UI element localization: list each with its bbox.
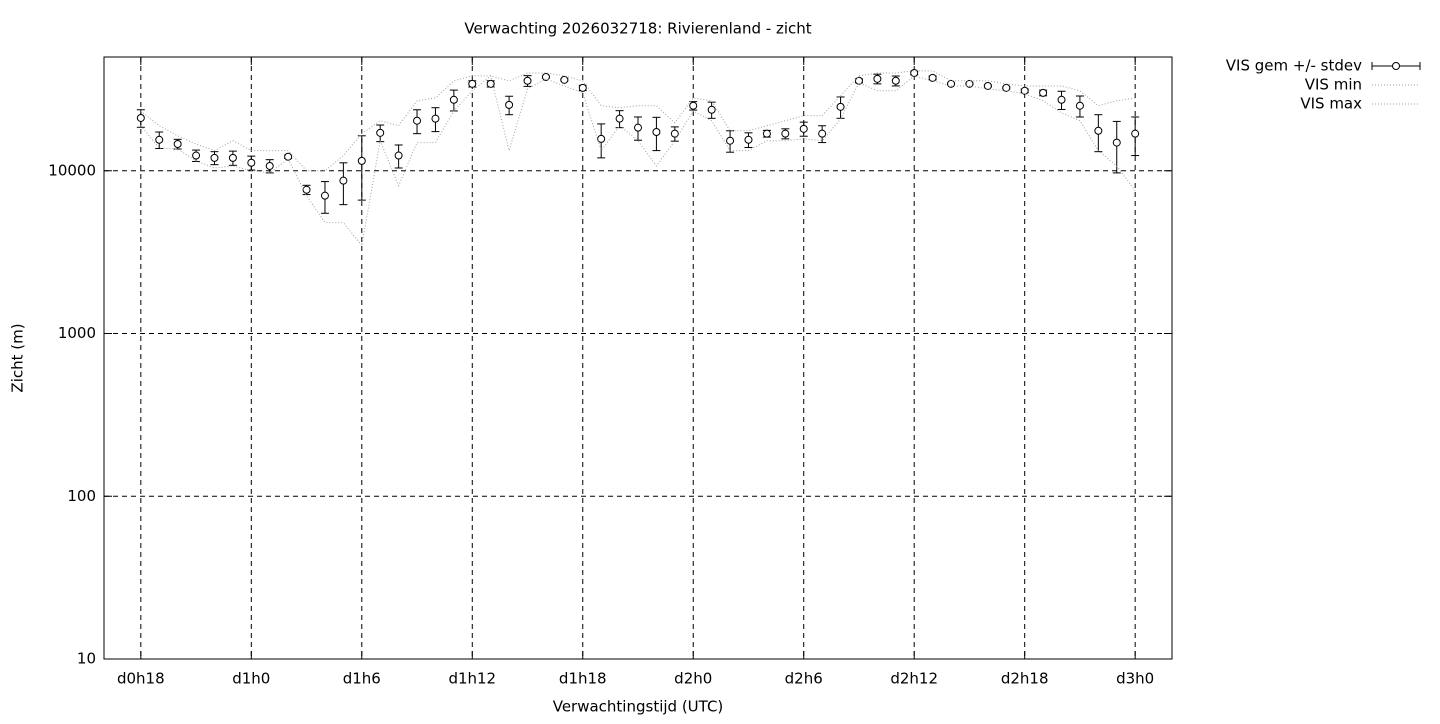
data-point: [965, 79, 974, 88]
data-point: [726, 136, 735, 145]
x-tick-label: d1h18: [559, 670, 607, 688]
data-point: [357, 156, 366, 165]
data-point: [431, 114, 440, 123]
data-point: [947, 79, 956, 88]
data-point: [486, 79, 495, 88]
data-point: [1075, 101, 1084, 110]
data-point: [799, 124, 808, 133]
data-point: [155, 135, 164, 144]
data-point: [854, 76, 863, 85]
data-point: [1057, 95, 1066, 104]
data-point: [1112, 138, 1121, 147]
data-point: [265, 161, 274, 170]
data-point: [228, 153, 237, 162]
y-tick-label: 10000: [48, 161, 96, 179]
x-tick-label: d2h12: [890, 670, 938, 688]
data-point: [376, 128, 385, 137]
x-tick-label: d2h6: [785, 670, 823, 688]
data-point: [394, 151, 403, 160]
y-axis-label: Zicht (m): [9, 323, 27, 392]
data-point: [670, 129, 679, 138]
error-bar: [1112, 120, 1121, 174]
data-point: [1094, 126, 1103, 135]
data-point: [1131, 129, 1140, 138]
error-bar: [357, 135, 366, 201]
data-point: [634, 123, 642, 132]
x-tick-label: d2h0: [674, 670, 712, 688]
data-point: [302, 185, 311, 194]
data-point: [505, 100, 514, 109]
chart-title: Verwachting 2026032718: Rivierenland - z…: [464, 20, 811, 38]
data-point: [284, 152, 293, 161]
x-tick-label: d1h12: [448, 670, 496, 688]
legend-swatch: [1392, 62, 1400, 70]
data-point: [449, 95, 458, 104]
plot-border: [103, 56, 1173, 660]
data-point: [652, 128, 661, 137]
data-point: [891, 76, 900, 85]
data-point: [689, 101, 698, 110]
data-point: [818, 129, 827, 138]
data-point: [541, 72, 550, 81]
x-tick-label: d1h6: [343, 670, 381, 688]
y-tick-label: 100: [67, 487, 96, 505]
data-point: [707, 105, 716, 114]
data-point: [1002, 83, 1011, 92]
data-point: [873, 74, 882, 83]
legend-label: VIS gem +/- stdev: [1226, 57, 1362, 75]
data-point: [413, 116, 422, 125]
data-point: [468, 79, 477, 88]
data-point: [192, 151, 201, 160]
data-point: [320, 191, 329, 200]
y-tick-label: 1000: [58, 324, 96, 342]
data-point: [339, 176, 348, 185]
data-point: [762, 129, 771, 138]
data-point: [210, 153, 219, 162]
data-point: [836, 102, 845, 111]
line: [140, 74, 1136, 247]
legend-label: VIS min: [1305, 76, 1362, 94]
data-point: [1020, 86, 1029, 95]
data-point: [247, 158, 256, 167]
data-point: [615, 114, 624, 123]
x-tick-label: d0h18: [117, 670, 165, 688]
x-tick-label: d1h0: [232, 670, 270, 688]
data-point: [597, 134, 606, 143]
data-point: [983, 81, 992, 90]
data-point: [781, 129, 790, 138]
legend-label: VIS max: [1300, 95, 1362, 113]
y-tick-label: 10: [77, 650, 96, 668]
x-tick-label: d2h18: [1001, 670, 1049, 688]
data-point: [928, 73, 937, 82]
x-tick-label: d3h0: [1116, 670, 1154, 688]
data-point: [578, 83, 587, 92]
data-point: [136, 113, 145, 122]
data-point: [1039, 88, 1048, 97]
x-axis-label: Verwachtingstijd (UTC): [553, 698, 724, 716]
data-point: [560, 75, 569, 84]
data-point: [744, 135, 753, 144]
data-point: [173, 140, 182, 149]
data-point: [523, 76, 532, 85]
